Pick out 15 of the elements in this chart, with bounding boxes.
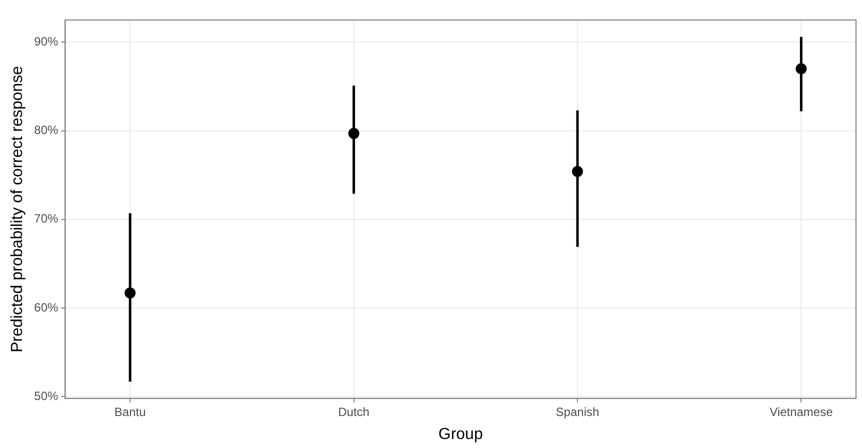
point [796,63,807,74]
y-tick-label: 50% [34,388,59,403]
y-tick-label: 80% [34,123,59,138]
x-tick-label: Dutch [338,404,370,419]
y-tick-label: 70% [34,212,59,226]
y-tick-label: 60% [34,300,59,314]
point [572,166,583,178]
y-tick-label: 90% [34,34,59,48]
point [124,287,136,298]
y-axis-title: Predicted probability of correct response [9,66,26,352]
x-tick-label: Vietnamese [770,404,834,419]
x-tick-label: Bantu [114,404,146,419]
x-axis-title: Group [438,426,483,443]
x-tick-label: Spanish [556,404,600,419]
point [348,128,360,139]
